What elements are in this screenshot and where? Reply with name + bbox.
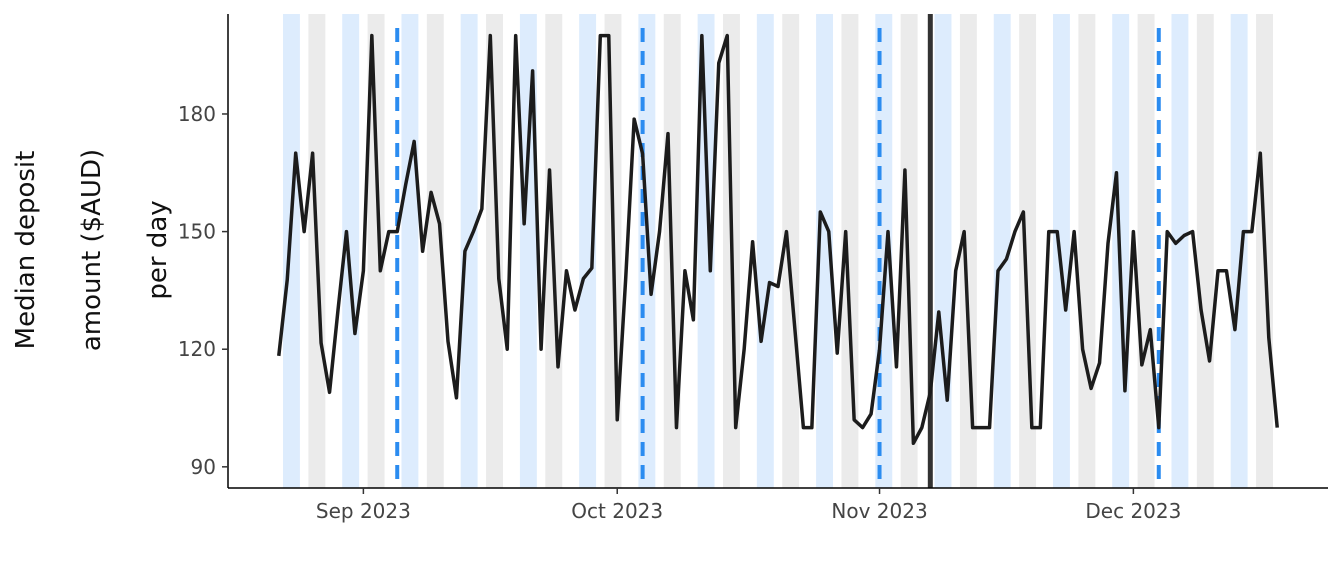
x-tick-label: Nov 2023 xyxy=(831,499,927,523)
shade-band xyxy=(841,14,859,488)
x-tick-label: Oct 2023 xyxy=(571,499,663,523)
shade-band xyxy=(579,14,597,488)
shade-band xyxy=(1053,14,1070,488)
y-tick-label: 120 xyxy=(178,337,216,361)
x-tick-label: Sep 2023 xyxy=(316,499,411,523)
shade-band xyxy=(401,14,419,488)
shade-band xyxy=(519,14,537,488)
shade-band xyxy=(1171,14,1189,488)
shade-band xyxy=(756,14,774,488)
shade-band xyxy=(367,14,385,488)
shade-band xyxy=(782,14,800,488)
shade-band xyxy=(460,14,478,488)
shade-band xyxy=(959,14,977,488)
shade-band xyxy=(1137,14,1155,488)
y-axis-title: per day xyxy=(143,200,173,299)
shade-band xyxy=(934,14,952,488)
shade-band xyxy=(342,14,360,488)
shade-band xyxy=(1230,14,1248,488)
y-axis-title: Median deposit xyxy=(11,151,41,350)
shade-band xyxy=(486,14,503,488)
data-line xyxy=(277,33,1279,446)
y-tick-label: 150 xyxy=(178,220,216,244)
shade-band xyxy=(697,14,715,488)
shade-band xyxy=(1019,14,1037,488)
x-tick-label: Dec 2023 xyxy=(1085,499,1181,523)
shade-band xyxy=(1078,14,1096,488)
shade-band xyxy=(993,14,1011,488)
y-tick-label: 180 xyxy=(178,102,216,126)
shade-band xyxy=(816,14,833,488)
y-axis-title: amount ($AUD) xyxy=(77,149,107,351)
shade-band xyxy=(426,14,444,488)
y-tick-label: 90 xyxy=(191,455,216,479)
shade-band xyxy=(283,14,300,488)
shade-band xyxy=(1196,14,1214,488)
